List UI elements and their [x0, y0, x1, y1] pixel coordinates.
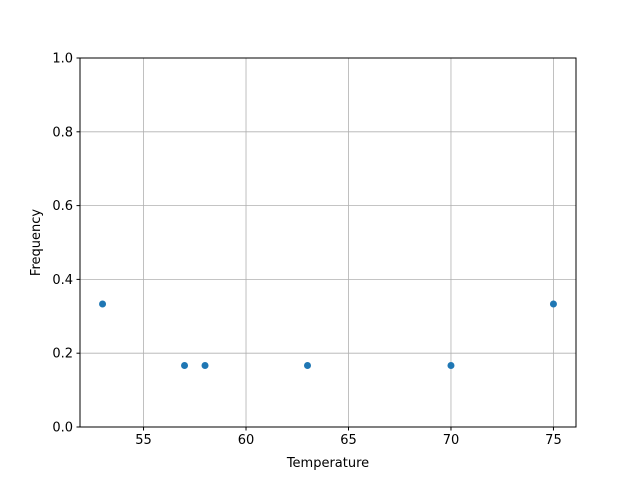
y-tick-label: 0.8 — [52, 125, 73, 140]
x-axis-label: Temperature — [286, 456, 369, 471]
x-tick-label: 55 — [135, 433, 152, 448]
x-tick-label: 70 — [443, 433, 460, 448]
x-tick-label: 65 — [340, 433, 357, 448]
data-point — [181, 361, 189, 369]
data-point — [201, 361, 209, 369]
plot-frame — [79, 57, 577, 428]
data-point — [549, 300, 557, 308]
data-point — [99, 300, 107, 308]
x-tick-label: 75 — [545, 433, 562, 448]
ticks: 55 60 65 70 75 0.0 0.2 0.4 0.6 0.8 1.0 — [52, 52, 561, 449]
y-tick-label: 0.2 — [52, 347, 73, 362]
y-tick-label: 0.4 — [52, 273, 73, 288]
y-tick-label: 1.0 — [52, 52, 73, 67]
y-tick-label: 0.0 — [52, 421, 73, 436]
x-tick-label: 60 — [238, 433, 255, 448]
data-point — [447, 361, 455, 369]
data-point — [304, 361, 312, 369]
grid — [80, 57, 576, 428]
y-tick-label: 0.6 — [52, 199, 73, 214]
data-points — [99, 300, 557, 369]
y-axis-label: Frequency — [29, 209, 44, 276]
